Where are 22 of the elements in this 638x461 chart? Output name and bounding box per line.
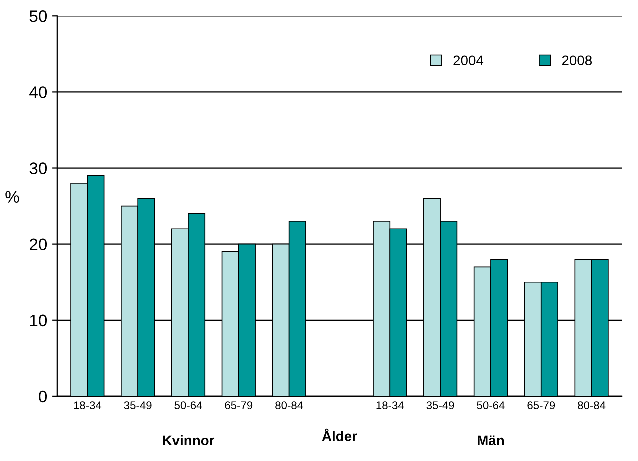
y-tick-label: 30 — [30, 162, 48, 174]
y-tick-label: 20 — [30, 238, 48, 251]
x-tick-label: 18-34 — [376, 402, 404, 410]
x-tick-label: 35-49 — [426, 402, 454, 410]
x-tick-label: 18-34 — [74, 402, 102, 410]
x-tick-label: 35-49 — [124, 402, 152, 410]
x-tick-label: 65-79 — [225, 402, 253, 410]
text: Kvinnor — [163, 435, 215, 446]
y-tick-label: 10 — [30, 314, 48, 327]
text: Män — [478, 436, 504, 446]
x-tick-label: 50-64 — [174, 402, 202, 410]
x-tick-label: 80-84 — [276, 402, 304, 410]
y-tick-label: 40 — [30, 86, 48, 98]
x-axis-title: Ålder — [322, 428, 358, 442]
x-tick-label: 65-79 — [528, 402, 556, 410]
y-axis-title: % — [6, 191, 20, 203]
legend-label: 2008 — [562, 56, 592, 66]
x-tick-label: 80-84 — [578, 402, 606, 410]
legend-label: 2004 — [454, 56, 484, 66]
x-tick-label: 50-64 — [477, 402, 505, 410]
y-tick-label: 0 — [39, 390, 48, 403]
y-tick-label: 50 — [30, 10, 48, 22]
